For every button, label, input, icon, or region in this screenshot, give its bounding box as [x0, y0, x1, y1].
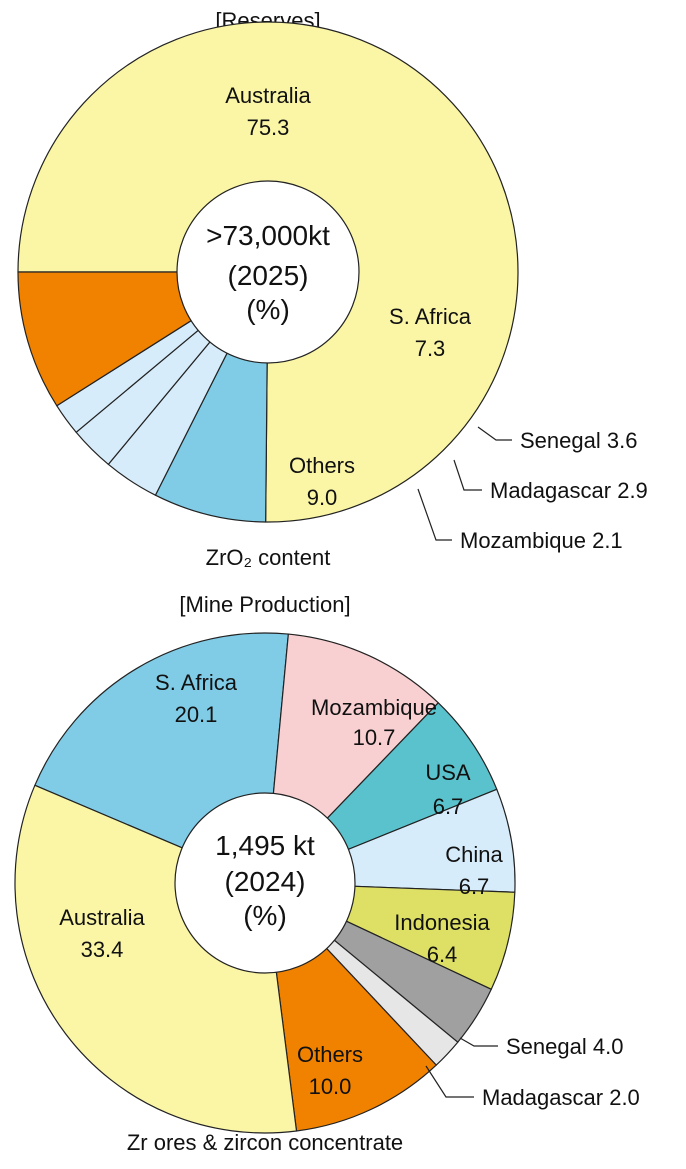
slice-label-senegal: Senegal	[520, 428, 601, 453]
slice-value-australia: 75.3	[247, 115, 290, 140]
slice-value-senegal: 4.0	[593, 1034, 624, 1059]
slice-label-madagascar: Madagascar	[490, 478, 611, 503]
slice-value-australia: 33.4	[81, 937, 124, 962]
callout-label-madagascar: Madagascar 2.0	[482, 1085, 640, 1110]
slice-value-madagascar: 2.9	[617, 478, 648, 503]
slice-value-mozambique: 2.1	[592, 528, 623, 553]
slice-value-madagascar: 2.0	[609, 1085, 640, 1110]
pie-chart-2: [Mine Production] 1,495 kt (2024)(%) S. Afr…	[14, 592, 640, 1155]
slice-label-china: China	[445, 842, 503, 867]
slice-value-s-africa: 20.1	[175, 702, 218, 727]
center-label-line-3: (%)	[243, 900, 287, 931]
slice-label-madagascar: Madagascar	[482, 1085, 603, 1110]
slice-label-australia: Australia	[59, 905, 145, 930]
pie-chart-1: [Reserves]>73,000kt(2025)(%)Australia75.…	[17, 8, 648, 570]
slice-label-others: Others	[297, 1042, 363, 1067]
callout-line-madagascar	[453, 459, 482, 491]
slice-value-s-africa: 7.3	[415, 336, 446, 361]
center-label-line-2: (2025)	[228, 260, 309, 291]
chart-footnote: Zr ores & zircon concentrate	[127, 1130, 403, 1155]
slice-value-indonesia: 6.4	[427, 942, 458, 967]
slice-label-mozambique: Mozambique	[311, 695, 437, 720]
callout-line-mozambique	[417, 488, 452, 541]
center-label-line-2: (2024)	[225, 866, 306, 897]
slice-value-others: 9.0	[307, 485, 338, 510]
center-label-line-1: 1,495 kt	[215, 830, 315, 861]
center-label-line-1: >73,000kt	[206, 220, 330, 251]
chart-title: [Mine Production]	[179, 592, 350, 617]
center-label-line-3: (%)	[246, 294, 290, 325]
callout-label-madagascar: Madagascar 2.9	[490, 478, 648, 503]
slice-label-australia: Australia	[225, 83, 311, 108]
callout-label-mozambique: Mozambique 2.1	[460, 528, 623, 553]
chart-footnote: ZrO₂ content	[206, 545, 331, 570]
callout-label-senegal: Senegal 3.6	[520, 428, 637, 453]
callout-label-senegal: Senegal 4.0	[506, 1034, 623, 1059]
slice-value-others: 10.0	[309, 1074, 352, 1099]
slice-value-senegal: 3.6	[607, 428, 638, 453]
slice-value-usa: 6.7	[433, 794, 464, 819]
callout-line-senegal	[477, 426, 512, 441]
center-hole	[174, 792, 356, 974]
center-hole	[176, 180, 360, 364]
callout-line-senegal	[459, 1037, 498, 1047]
slice-label-s-africa: S. Africa	[155, 670, 238, 695]
slice-australia	[17, 21, 519, 523]
slice-label-indonesia: Indonesia	[394, 910, 490, 935]
slice-value-mozambique: 10.7	[353, 725, 396, 750]
slice-label-s-africa: S. Africa	[389, 304, 472, 329]
slice-value-china: 6.7	[459, 874, 490, 899]
slice-label-mozambique: Mozambique	[460, 528, 586, 553]
slice-label-senegal: Senegal	[506, 1034, 587, 1059]
slice-label-others: Others	[289, 453, 355, 478]
slice-label-usa: USA	[425, 760, 471, 785]
callout-line-madagascar	[425, 1065, 474, 1098]
